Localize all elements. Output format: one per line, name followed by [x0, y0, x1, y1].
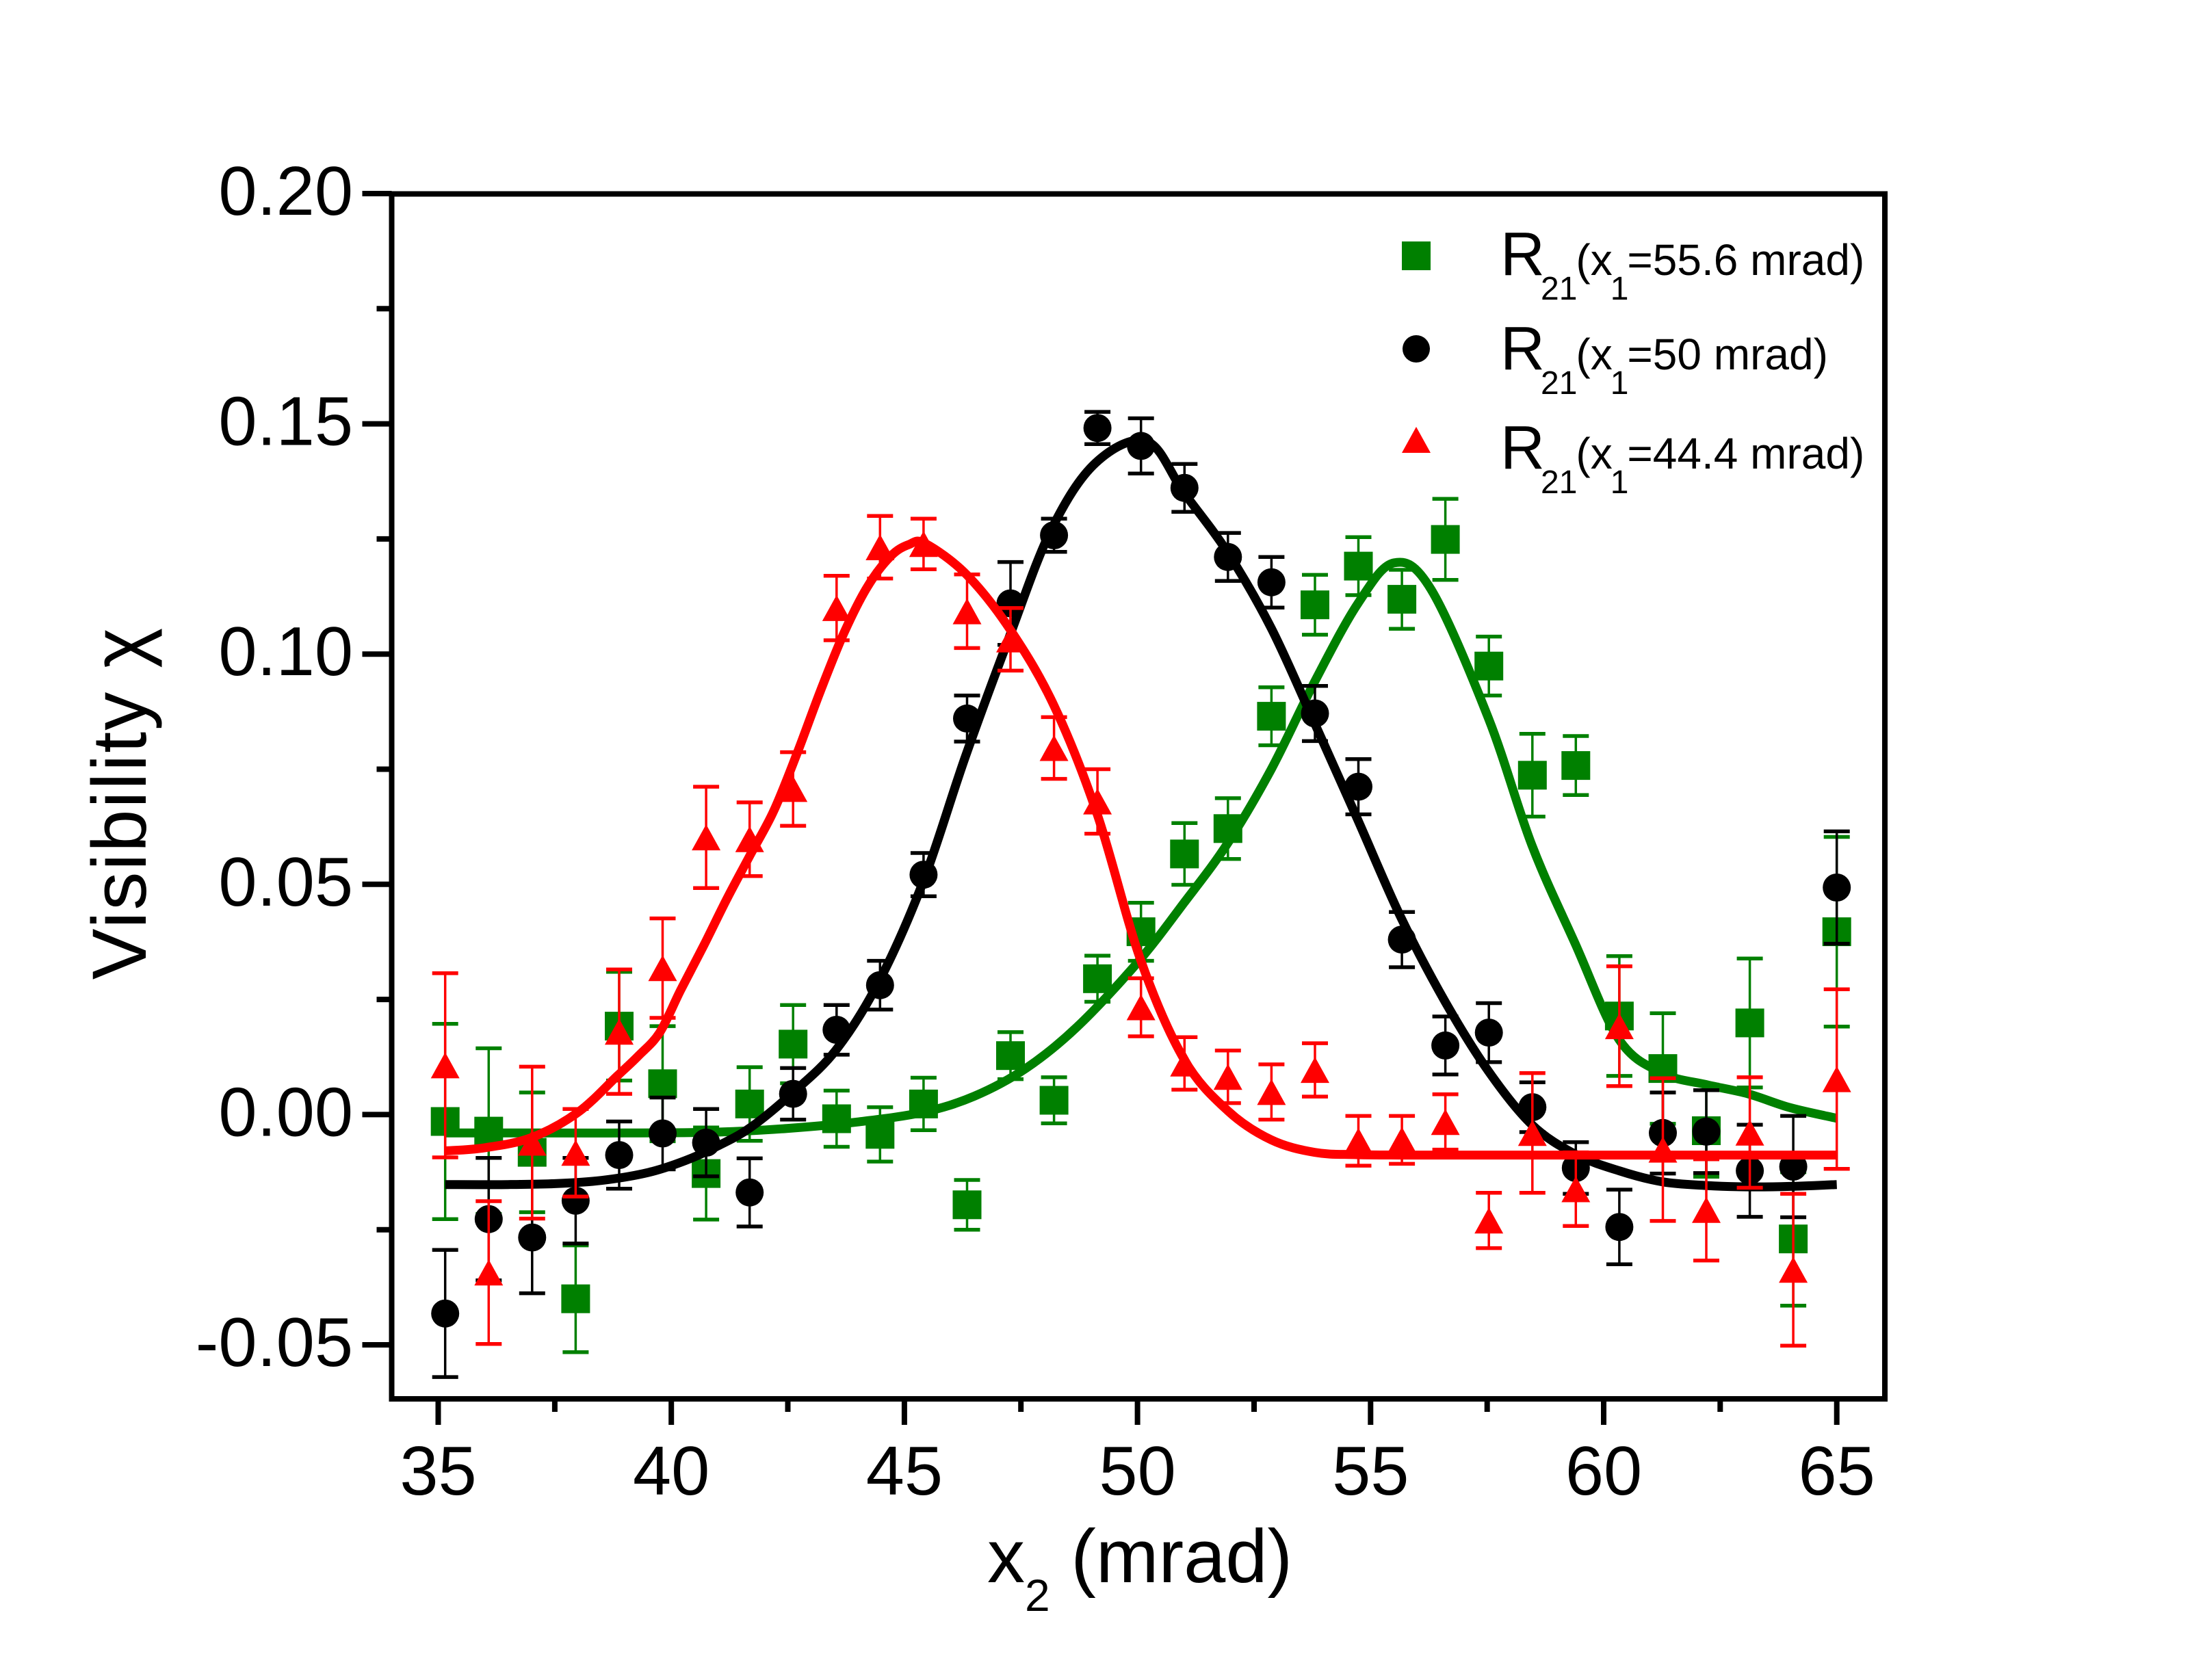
svg-text:0.00: 0.00: [218, 1074, 353, 1151]
svg-text:0.10: 0.10: [218, 614, 353, 690]
svg-text:0.15: 0.15: [218, 384, 353, 460]
svg-text:65: 65: [1799, 1433, 1875, 1510]
svg-text:40: 40: [633, 1433, 709, 1510]
svg-text:35: 35: [400, 1433, 476, 1510]
svg-text:45: 45: [866, 1433, 943, 1510]
svg-text:55: 55: [1332, 1433, 1409, 1510]
svg-text:Visibility χ: Visibility χ: [77, 627, 162, 980]
svg-text:60: 60: [1565, 1433, 1642, 1510]
svg-text:-0.05: -0.05: [196, 1304, 353, 1381]
svg-text:0.05: 0.05: [218, 844, 353, 921]
svg-text:0.20: 0.20: [218, 153, 353, 230]
svg-text:50: 50: [1099, 1433, 1175, 1510]
